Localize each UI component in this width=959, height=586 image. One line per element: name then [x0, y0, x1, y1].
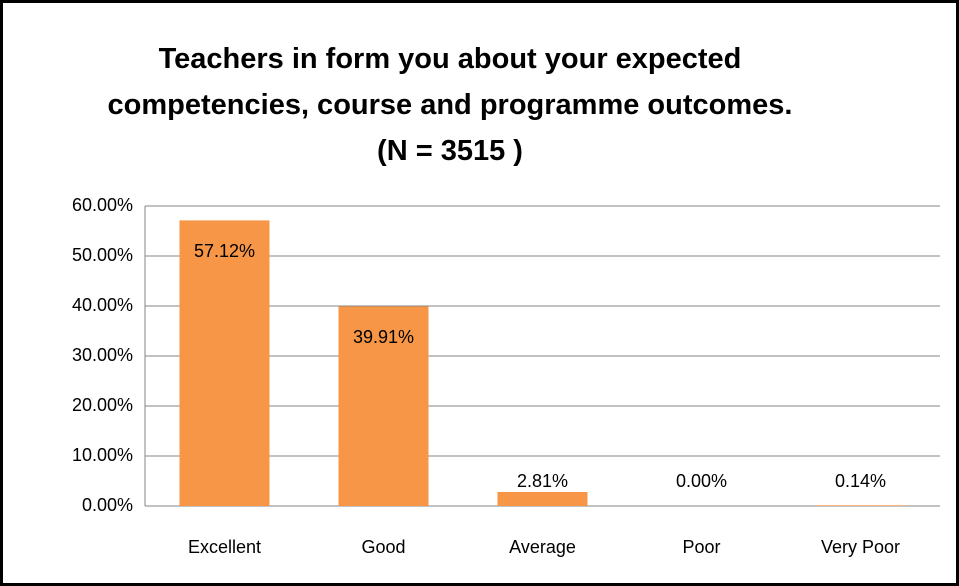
- bar: [815, 505, 906, 506]
- y-tick-label: 20.00%: [72, 395, 133, 415]
- data-label: 2.81%: [517, 471, 568, 491]
- y-tick-label: 50.00%: [72, 245, 133, 265]
- y-tick-label: 60.00%: [72, 195, 133, 215]
- data-label: 39.91%: [353, 327, 414, 347]
- bar: [338, 306, 429, 506]
- data-label: 0.00%: [676, 471, 727, 491]
- y-tick-label: 30.00%: [72, 345, 133, 365]
- x-tick-label: Very Poor: [821, 537, 900, 557]
- data-label: 0.14%: [835, 471, 886, 491]
- x-tick-label: Good: [361, 537, 405, 557]
- data-label: 57.12%: [194, 241, 255, 261]
- bar: [497, 491, 588, 506]
- x-tick-label: Excellent: [188, 537, 261, 557]
- x-tick-label: Average: [509, 537, 576, 557]
- bar: [179, 220, 270, 506]
- y-tick-label: 0.00%: [82, 495, 133, 515]
- chart-title: Teachers in form you about your expected…: [107, 43, 793, 167]
- y-tick-label: 10.00%: [72, 445, 133, 465]
- x-tick-label: Poor: [682, 537, 720, 557]
- y-tick-label: 40.00%: [72, 295, 133, 315]
